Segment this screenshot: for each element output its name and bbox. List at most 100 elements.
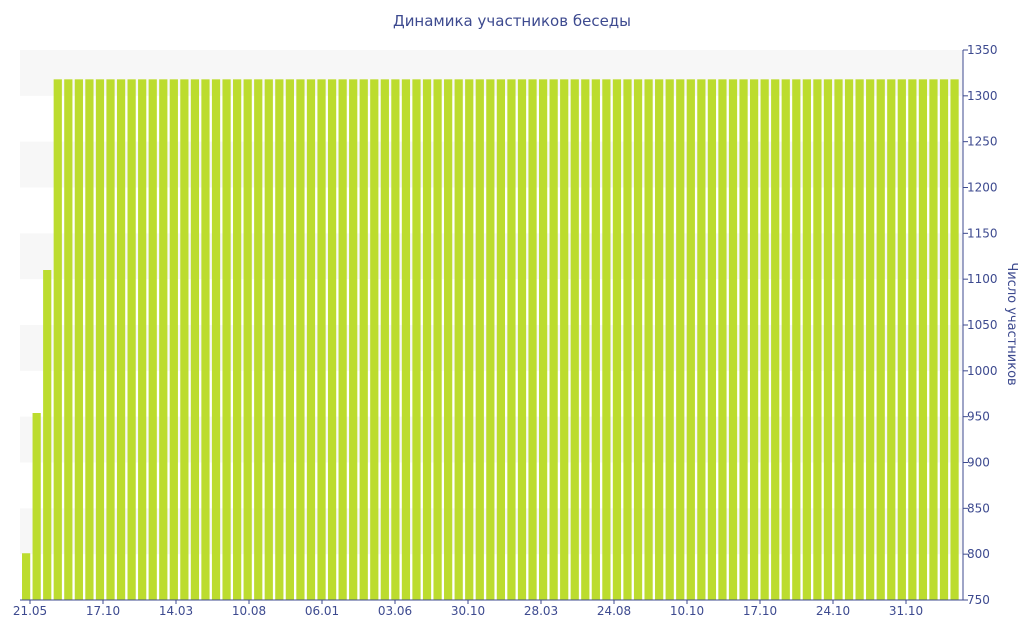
bar xyxy=(486,79,495,600)
bar xyxy=(444,79,453,600)
bar xyxy=(243,79,252,600)
bar xyxy=(929,79,938,600)
bar xyxy=(633,79,643,600)
bar xyxy=(380,79,389,600)
bar xyxy=(496,79,506,600)
x-tick-label: 17.10 xyxy=(743,604,777,618)
bar xyxy=(422,79,432,600)
bar xyxy=(264,79,273,600)
bar xyxy=(655,79,664,600)
bar xyxy=(159,79,168,600)
x-tick-label: 03.06 xyxy=(378,604,412,618)
bar xyxy=(169,79,178,600)
bar xyxy=(233,79,242,600)
bar xyxy=(517,79,527,600)
bar xyxy=(697,79,706,600)
bar xyxy=(686,79,695,600)
y-tick-label: 1000 xyxy=(967,364,998,378)
bar xyxy=(781,79,790,600)
bar xyxy=(591,79,600,600)
bar xyxy=(771,79,780,600)
bar xyxy=(74,79,83,600)
y-tick-label: 1250 xyxy=(967,135,998,149)
y-tick-label: 800 xyxy=(967,547,990,561)
y-tick-label: 850 xyxy=(967,501,990,515)
bar xyxy=(644,79,653,600)
bar xyxy=(370,79,379,600)
bar xyxy=(538,79,548,600)
bar xyxy=(433,79,442,600)
bar xyxy=(338,79,347,600)
bar xyxy=(939,79,949,600)
bar xyxy=(897,79,906,600)
bar xyxy=(254,79,263,600)
x-tick-label: 06.01 xyxy=(305,604,339,618)
bar xyxy=(602,79,611,600)
bar xyxy=(950,79,959,600)
bar xyxy=(623,79,632,600)
bar xyxy=(570,79,579,600)
bar xyxy=(454,79,463,600)
x-tick-label: 24.08 xyxy=(597,604,631,618)
bar xyxy=(285,79,294,600)
x-tick-label: 24.10 xyxy=(816,604,850,618)
bar xyxy=(201,79,210,600)
x-tick-label: 31.10 xyxy=(889,604,923,618)
y-tick-label: 1200 xyxy=(967,181,998,195)
bar xyxy=(760,79,769,600)
bar xyxy=(813,79,822,600)
bar xyxy=(275,79,284,600)
bar xyxy=(401,79,411,600)
bar xyxy=(222,79,231,600)
bar xyxy=(116,79,126,600)
bar xyxy=(391,79,400,600)
y-tick-label: 1100 xyxy=(967,272,998,286)
bar xyxy=(412,79,421,600)
bar xyxy=(549,79,558,600)
y-axis-label: Число участников xyxy=(1004,262,1019,385)
bar xyxy=(64,79,73,600)
y-tick-label: 750 xyxy=(967,593,990,607)
bar xyxy=(749,79,759,600)
bar xyxy=(359,79,368,600)
bar xyxy=(876,79,885,600)
bar xyxy=(528,79,537,600)
y-tick-label: 950 xyxy=(967,410,990,424)
bar xyxy=(560,79,569,600)
x-tick-label: 30.10 xyxy=(451,604,485,618)
bar xyxy=(148,79,157,600)
bar xyxy=(43,270,52,600)
bar xyxy=(327,79,337,600)
bar xyxy=(190,79,200,600)
y-tick-label: 900 xyxy=(967,456,990,470)
bar xyxy=(718,79,727,600)
bar xyxy=(823,79,833,600)
bar xyxy=(465,79,474,600)
bar xyxy=(85,79,94,600)
bar xyxy=(728,79,738,600)
y-axis: 750 800 850 900 950 1000 1050 1100 1150 1200 1250 1… xyxy=(962,43,1019,607)
x-tick-label: 14.03 xyxy=(159,604,193,618)
bar xyxy=(866,79,875,600)
bar xyxy=(95,79,105,600)
x-tick-label: 28.03 xyxy=(524,604,558,618)
x-tick-label: 17.10 xyxy=(86,604,120,618)
bar xyxy=(855,79,864,600)
bar xyxy=(138,79,147,600)
bar xyxy=(792,79,801,600)
bar xyxy=(612,79,622,600)
bar xyxy=(180,79,189,600)
bar xyxy=(127,79,136,600)
bar xyxy=(349,79,358,600)
x-tick-label: 21.05 xyxy=(13,604,47,618)
chart-title: Динамика участников беседы xyxy=(392,12,632,30)
bar xyxy=(296,79,305,600)
bar xyxy=(306,79,316,600)
bar xyxy=(834,79,843,600)
bar xyxy=(22,553,31,600)
bar xyxy=(887,79,896,600)
bar xyxy=(676,79,685,600)
bar xyxy=(707,79,717,600)
bar xyxy=(53,79,62,600)
